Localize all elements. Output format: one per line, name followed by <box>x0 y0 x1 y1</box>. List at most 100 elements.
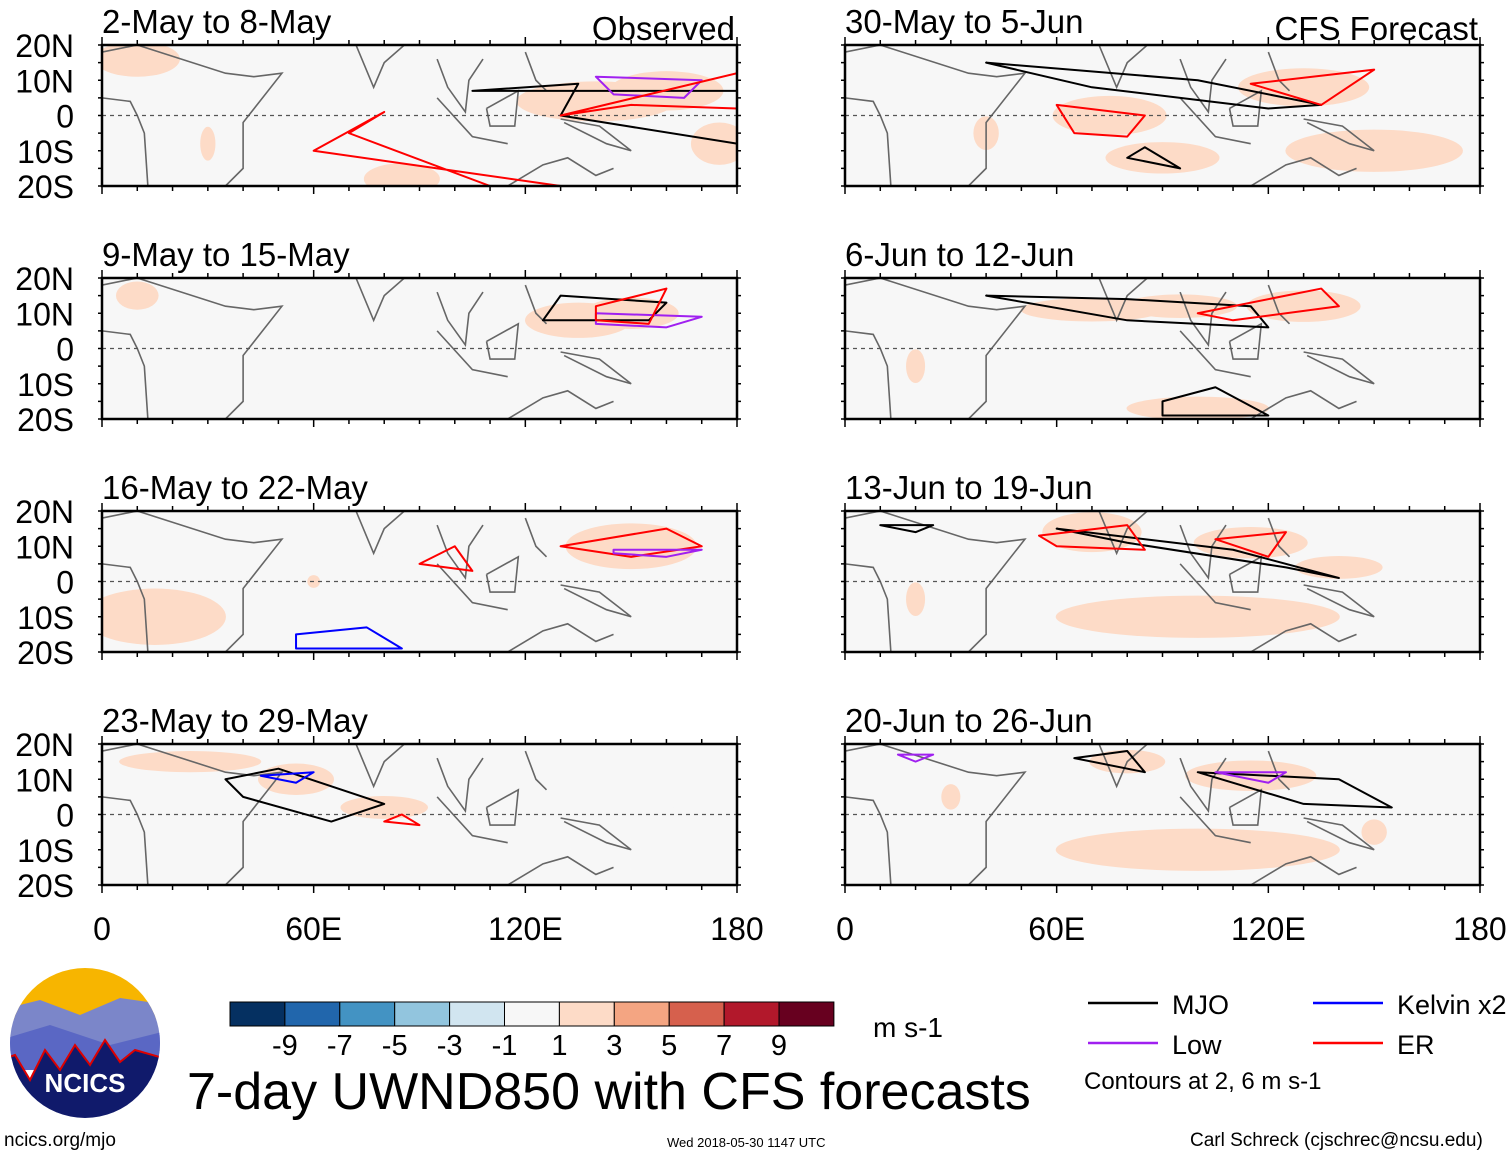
panel-title: 2-May to 8-May <box>102 3 332 40</box>
lon-label: 60E <box>1028 911 1085 947</box>
coastline <box>355 744 406 789</box>
coastline <box>102 744 284 885</box>
coastline <box>485 788 520 826</box>
mjo-contour <box>879 524 935 534</box>
colorbar-swatch <box>613 1001 670 1027</box>
mjo-contour <box>985 61 1323 110</box>
credit: Carl Schreck (cjschrec@ncsu.edu) <box>1190 1130 1483 1151</box>
mjo-contour <box>1055 527 1340 579</box>
panel-title: 20-Jun to 26-Jun <box>845 702 1093 739</box>
anomaly-mark <box>102 45 180 77</box>
colorbar-swatch <box>723 1001 780 1027</box>
lat-label: 20S <box>17 402 74 438</box>
er-contour <box>1249 68 1376 106</box>
anomaly-mark <box>577 779 685 815</box>
lat-label: 0 <box>56 798 74 834</box>
er-contour <box>1055 103 1146 138</box>
lon-label: 180 <box>1453 911 1506 947</box>
coastline <box>355 278 406 323</box>
anomaly-mark <box>1361 819 1387 845</box>
lat-label: 20N <box>15 261 74 297</box>
coastline <box>485 322 520 360</box>
er-contour <box>559 527 703 558</box>
coastline <box>436 330 508 378</box>
coastline <box>560 584 632 618</box>
colorbar-swatch <box>339 1001 396 1027</box>
coastline <box>436 796 508 844</box>
colorbar-tick-label: -9 <box>272 1030 298 1062</box>
panel-title: 6-Jun to 12-Jun <box>845 236 1074 273</box>
colorbar-tick-label: -7 <box>327 1030 353 1062</box>
legend-note: Contours at 2, 6 m s-1 <box>1084 1068 1322 1095</box>
lat-label: 10N <box>15 296 74 332</box>
coastline <box>1267 517 1291 558</box>
anomaly-mark <box>380 382 600 419</box>
colorbar-swatch <box>449 1001 506 1027</box>
low-contour <box>612 548 703 558</box>
mjo-contour <box>1126 146 1182 170</box>
coastline <box>1179 97 1251 145</box>
kelvin-contour <box>259 771 315 784</box>
anomaly-mark <box>1126 396 1270 419</box>
coastline <box>560 118 632 152</box>
coastline <box>1179 330 1251 378</box>
coastline <box>355 511 406 556</box>
colorbar-swatch <box>284 1001 341 1027</box>
colorbar-tick-label: 5 <box>661 1030 677 1062</box>
site-link[interactable]: ncics.org/mjo <box>4 1130 116 1151</box>
lat-label: 20S <box>17 868 74 904</box>
coastline <box>560 351 632 385</box>
logo-text: NCICS <box>45 1068 126 1098</box>
mjo-contour <box>1161 386 1270 417</box>
colorbar-swatch <box>229 1001 286 1027</box>
colorbar-swatch <box>668 1001 725 1027</box>
coastline <box>560 817 632 851</box>
colorbar-swatch <box>394 1001 451 1027</box>
anomaly-mark <box>401 755 544 803</box>
anomaly-mark <box>1055 595 1340 638</box>
anomaly-mark <box>102 852 190 883</box>
coastline <box>507 622 614 652</box>
coastline <box>1267 750 1291 791</box>
panel-4: 30-May to 5-Jun CFS Forecast <box>841 3 1484 194</box>
mjo-contour <box>471 82 737 145</box>
anomaly-mark <box>340 89 428 128</box>
anomaly-mark <box>941 784 961 810</box>
coastline <box>1250 855 1357 885</box>
coastline <box>524 750 548 791</box>
anomaly-mark <box>1055 828 1340 871</box>
coastline <box>845 45 1027 186</box>
coastline <box>485 89 520 127</box>
coastline <box>1098 45 1149 90</box>
lat-label: 10S <box>17 367 74 403</box>
anomaly-mark <box>401 570 650 628</box>
colorbar-swatch <box>558 1001 615 1027</box>
anomaly-mark <box>242 104 491 162</box>
chart-title: 7-day UWND850 with CFS forecasts <box>187 1063 1031 1121</box>
anomaly-mark <box>1238 68 1370 107</box>
coastline <box>436 563 508 611</box>
coastline <box>102 511 284 652</box>
colorbar-swatch <box>778 1001 835 1027</box>
coastline <box>1250 622 1357 652</box>
legend-label: MJO <box>1172 990 1229 1020</box>
low-contour <box>594 75 703 99</box>
lon-label: 180 <box>710 911 763 947</box>
panel-title: 13-Jun to 19-Jun <box>845 469 1093 506</box>
colorbar-tick-label: 7 <box>716 1030 732 1062</box>
coastline <box>1179 58 1227 115</box>
colorbar-tick-label: -3 <box>437 1030 463 1062</box>
panel-6: 13-Jun to 19-Jun <box>841 469 1484 660</box>
anomaly-mark <box>252 75 305 107</box>
coastline <box>1303 817 1375 851</box>
lat-label: 20N <box>15 727 74 763</box>
timestamp: Wed 2018-05-30 1147 UTC <box>667 1135 826 1150</box>
colorbar-tick-label: 1 <box>551 1030 567 1062</box>
er-contour <box>418 545 474 572</box>
mjo-contour <box>1196 771 1393 809</box>
anomaly-mark <box>340 796 428 819</box>
